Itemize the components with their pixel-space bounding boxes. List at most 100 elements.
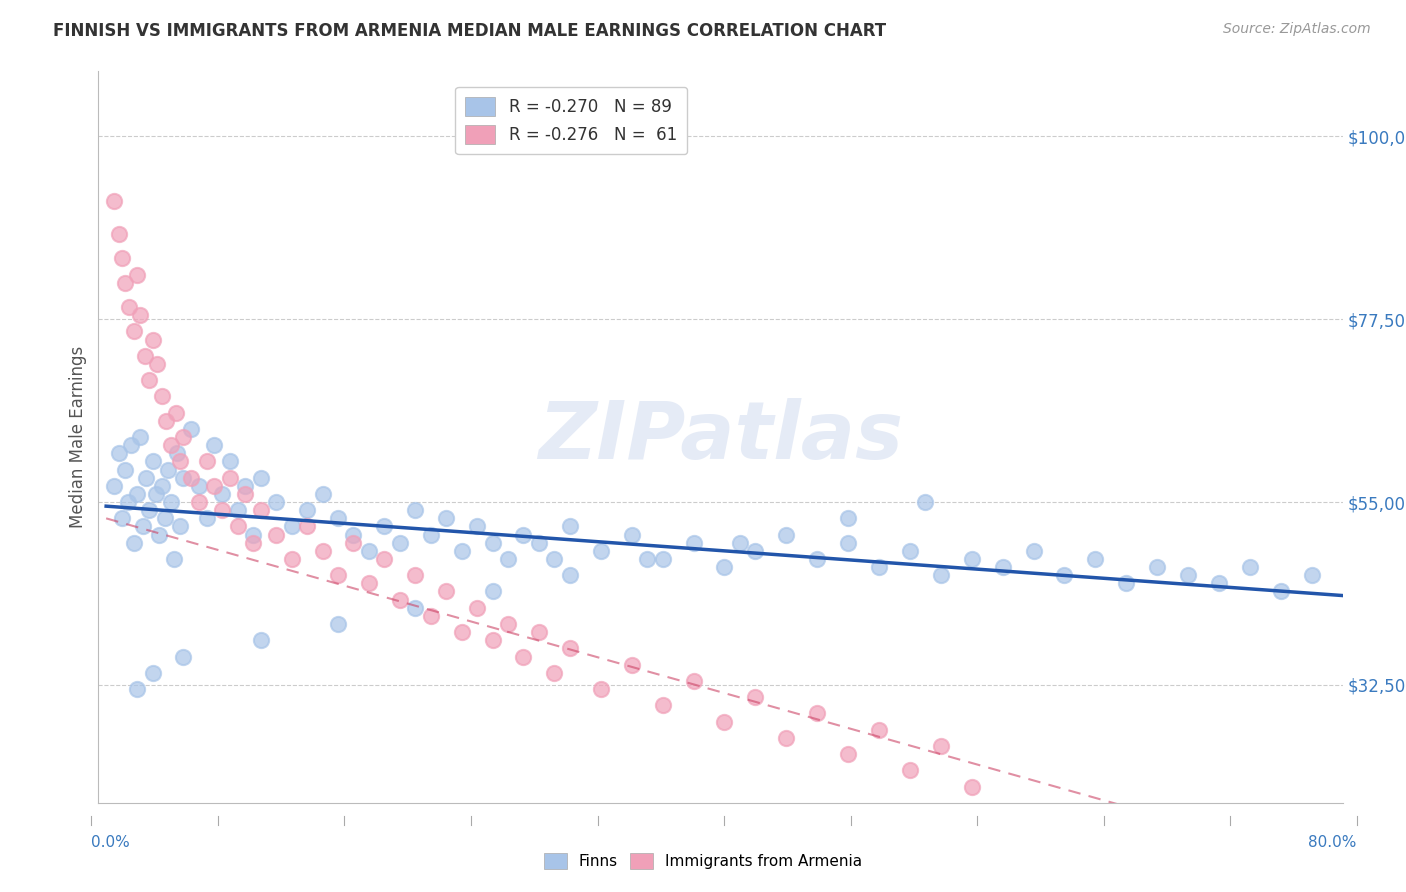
Point — [558, 568, 581, 582]
Point — [146, 357, 169, 371]
Point — [465, 519, 488, 533]
Point — [496, 617, 519, 632]
Text: Source: ZipAtlas.com: Source: ZipAtlas.com — [1223, 22, 1371, 37]
Point — [837, 747, 859, 761]
Point — [651, 552, 673, 566]
Point — [806, 552, 828, 566]
Point — [991, 560, 1014, 574]
Text: FINNISH VS IMMIGRANTS FROM ARMENIA MEDIAN MALE EARNINGS CORRELATION CHART: FINNISH VS IMMIGRANTS FROM ARMENIA MEDIA… — [53, 22, 887, 40]
Point — [180, 471, 202, 485]
Point — [135, 471, 157, 485]
Point — [527, 625, 550, 640]
Text: 0.0%: 0.0% — [91, 836, 131, 850]
Point — [496, 552, 519, 566]
Point — [148, 527, 170, 541]
Point — [107, 227, 129, 241]
Point — [163, 552, 186, 566]
Point — [960, 780, 983, 794]
Point — [620, 657, 643, 672]
Point — [1084, 552, 1107, 566]
Point — [150, 389, 173, 403]
Point — [180, 422, 202, 436]
Point — [141, 454, 163, 468]
Point — [326, 511, 349, 525]
Point — [120, 438, 142, 452]
Point — [110, 511, 132, 525]
Point — [682, 535, 704, 549]
Point — [450, 625, 472, 640]
Point — [512, 527, 534, 541]
Point — [156, 462, 179, 476]
Point — [1146, 560, 1168, 574]
Point — [481, 584, 503, 599]
Point — [249, 503, 271, 517]
Point — [132, 519, 155, 533]
Point — [481, 535, 503, 549]
Point — [326, 568, 349, 582]
Text: ZIPatlas: ZIPatlas — [538, 398, 903, 476]
Point — [295, 519, 318, 533]
Point — [187, 495, 209, 509]
Point — [226, 519, 249, 533]
Point — [114, 462, 136, 476]
Point — [107, 446, 129, 460]
Point — [326, 617, 349, 632]
Point — [211, 487, 233, 501]
Point — [129, 308, 152, 322]
Y-axis label: Median Male Earnings: Median Male Earnings — [69, 346, 87, 528]
Point — [264, 495, 287, 509]
Point — [1208, 576, 1230, 591]
Point — [1115, 576, 1137, 591]
Point — [129, 430, 152, 444]
Point — [342, 527, 364, 541]
Point — [357, 544, 380, 558]
Point — [558, 519, 581, 533]
Legend: Finns, Immigrants from Armenia: Finns, Immigrants from Armenia — [537, 847, 869, 875]
Point — [929, 739, 952, 753]
Point — [589, 544, 612, 558]
Legend: R = -0.270   N = 89, R = -0.276   N =  61: R = -0.270 N = 89, R = -0.276 N = 61 — [456, 87, 688, 153]
Point — [295, 503, 318, 517]
Point — [153, 511, 176, 525]
Point — [373, 519, 395, 533]
Point — [233, 487, 256, 501]
Point — [404, 503, 426, 517]
Point — [419, 527, 441, 541]
Point — [242, 535, 264, 549]
Point — [960, 552, 983, 566]
Point — [280, 519, 302, 533]
Point — [134, 349, 156, 363]
Point — [249, 633, 271, 648]
Point — [195, 454, 218, 468]
Point — [187, 479, 209, 493]
Point — [202, 438, 225, 452]
Point — [195, 511, 218, 525]
Point — [264, 527, 287, 541]
Point — [558, 641, 581, 656]
Point — [543, 665, 565, 680]
Point — [1053, 568, 1076, 582]
Point — [1301, 568, 1323, 582]
Point — [103, 194, 125, 209]
Point — [450, 544, 472, 558]
Point — [122, 325, 145, 339]
Point — [1177, 568, 1199, 582]
Point — [388, 535, 411, 549]
Point — [929, 568, 952, 582]
Point — [744, 544, 766, 558]
Point — [898, 764, 921, 778]
Point — [404, 600, 426, 615]
Point — [1270, 584, 1292, 599]
Point — [280, 552, 302, 566]
Point — [589, 681, 612, 696]
Point — [150, 479, 173, 493]
Point — [138, 373, 160, 387]
Point — [481, 633, 503, 648]
Point — [357, 576, 380, 591]
Point — [145, 487, 167, 501]
Point — [713, 714, 735, 729]
Point — [110, 252, 132, 266]
Point — [373, 552, 395, 566]
Point — [218, 454, 240, 468]
Point — [682, 673, 704, 688]
